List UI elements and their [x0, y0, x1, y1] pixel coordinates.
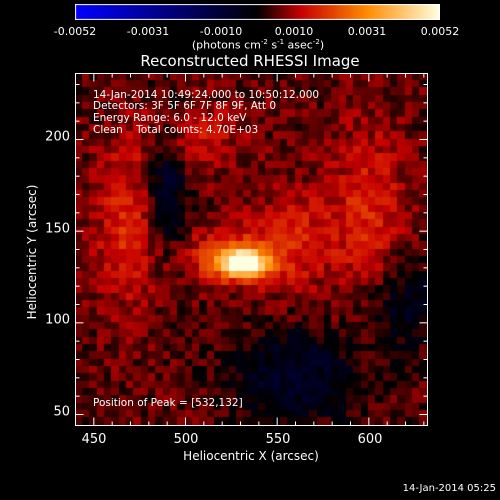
timestamp: 14-Jan-2014 05:25	[402, 483, 496, 494]
y-tick-label: 200	[45, 129, 70, 145]
clean-counts-text: Clean Total counts: 4.70E+03	[93, 124, 259, 136]
energy-range-text: Energy Range: 6.0 - 12.0 keV	[93, 112, 247, 124]
colorbar-tick: 0.0052	[420, 25, 460, 38]
colorbar-tick: -0.0010	[199, 25, 243, 38]
image-title: Reconstructed RHESSI Image	[140, 52, 360, 70]
peak-position-text: Position of Peak = [532,132]	[93, 397, 243, 409]
x-tick-label: 600	[357, 432, 383, 447]
colorbar	[75, 4, 440, 20]
colorbar-tick: 0.0031	[347, 25, 387, 38]
colorbar-tick: 0.0010	[274, 25, 314, 38]
x-axis-title: Heliocentric X (arcsec)	[183, 449, 319, 463]
y-tick-label: 100	[45, 312, 70, 328]
y-tick-label: 50	[53, 404, 70, 420]
x-tick-label: 500	[173, 432, 199, 447]
detectors-text: Detectors: 3F 5F 6F 7F 8F 9F, Att 0	[93, 100, 277, 112]
colorbar-tick: -0.0031	[126, 25, 170, 38]
x-tick-label: 550	[265, 432, 291, 447]
x-tick-label: 450	[81, 432, 107, 447]
colorbar-tick: -0.0052	[53, 25, 97, 38]
time-range-text: 14-Jan-2014 10:49:24.000 to 10:50:12.000	[93, 89, 320, 101]
y-tick-label: 150	[45, 221, 70, 237]
colorbar-unit-label: (photons cm-2 s-1 asec-2)	[191, 38, 325, 52]
y-axis-title: Heliocentric Y (arcsec)	[25, 184, 39, 320]
